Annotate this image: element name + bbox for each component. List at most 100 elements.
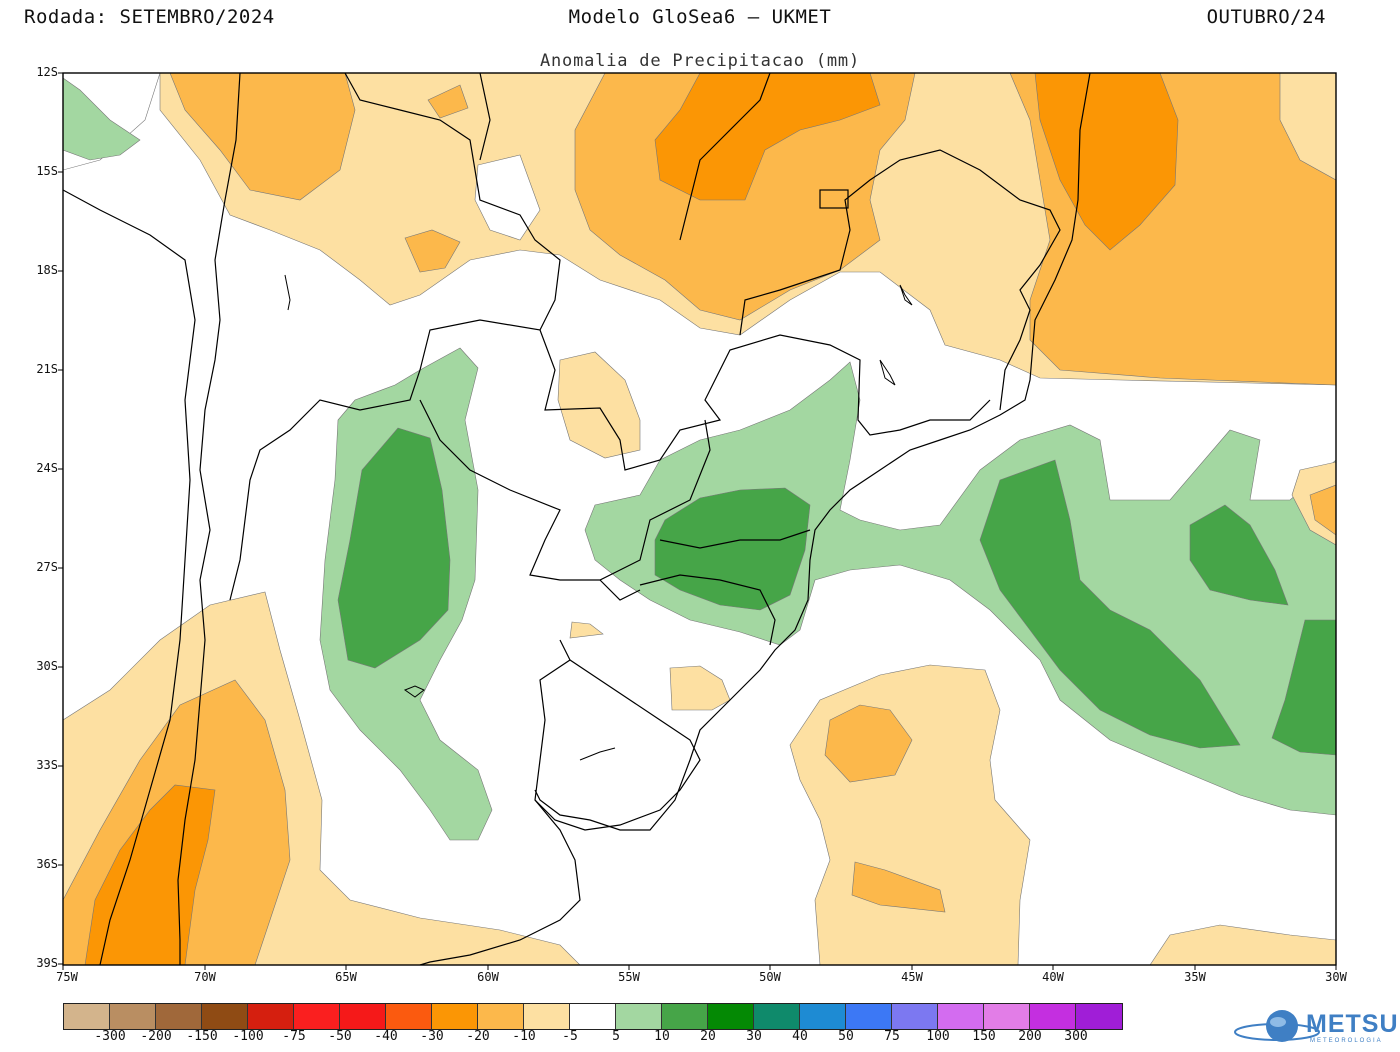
border-uruguay [534, 659, 701, 831]
colorbar-swatch [662, 1004, 708, 1029]
colorbar-swatch [708, 1004, 754, 1029]
colorbar-label: -100 [232, 1029, 264, 1044]
df-box [819, 189, 849, 209]
wet-mid-atlantic-2 [1189, 504, 1289, 606]
border-bolivia [229, 73, 561, 601]
dry-light-south-atlantic-2 [1149, 924, 1336, 965]
globe-icon [1234, 1010, 1320, 1042]
dry-light-centre [557, 351, 641, 459]
colorbar-label: -20 [466, 1029, 490, 1044]
lat-label: 33S [36, 758, 58, 772]
dry-mid-small-1 [404, 229, 461, 273]
neutral-north [474, 154, 541, 241]
lon-label: 50W [759, 970, 781, 984]
colorbar-swatch [340, 1004, 386, 1029]
colorbar-label: -300 [94, 1029, 126, 1044]
border-arg-internal [559, 579, 641, 661]
colorbar-swatch [294, 1004, 340, 1029]
wet-mid-west [337, 427, 451, 669]
colorbar-label: 50 [838, 1029, 854, 1044]
tick-marks [58, 72, 1337, 970]
colorbar-swatch [1030, 1004, 1076, 1029]
colorbar-swatch [938, 1004, 984, 1029]
colorbar-swatch [616, 1004, 662, 1029]
logo-text: METSUL [1306, 1010, 1400, 1038]
dry-strong-south-west [84, 784, 216, 965]
wet-mid-south-brazil [654, 487, 811, 611]
target-month: OUTUBRO/24 [1206, 6, 1326, 28]
dry-strong-north-2 [1034, 73, 1179, 251]
colorbar-swatch [202, 1004, 248, 1029]
dry-mid-south-atlantic-1 [824, 704, 913, 783]
border-brazil-inner [479, 73, 991, 471]
lat-label: 39S [36, 956, 58, 970]
colorbar-label: 20 [700, 1029, 716, 1044]
dry-light-uruguay [669, 665, 731, 711]
colorbar-swatch [248, 1004, 294, 1029]
colorbar-label: 40 [792, 1029, 808, 1044]
lat-label: 18S [36, 263, 58, 277]
border-states [639, 73, 1061, 646]
colorbar-swatch [892, 1004, 938, 1029]
border-chile-arg [177, 73, 241, 965]
colorbar-swatch [156, 1004, 202, 1029]
lon-label: 55W [618, 970, 640, 984]
plot-frame [62, 72, 1337, 966]
lat-label: 15S [36, 164, 58, 178]
colorbar-swatch [110, 1004, 156, 1029]
lon-label: 30W [1325, 970, 1347, 984]
colorbar-label: 5 [612, 1029, 620, 1044]
colorbar-swatch [386, 1004, 432, 1029]
map-subtitle: Anomalia de Precipitacao (mm) [539, 51, 860, 71]
dry-mid-small-2 [427, 84, 469, 119]
lakes [284, 274, 913, 761]
colorbar-label: 150 [972, 1029, 996, 1044]
colorbar-label: 200 [1018, 1029, 1042, 1044]
colorbar-label: -10 [512, 1029, 536, 1044]
lon-label: 75W [56, 970, 78, 984]
political-borders [63, 73, 1091, 965]
colorbar-label: 10 [654, 1029, 670, 1044]
logo-subtext: METEOROLOGIA [1310, 1038, 1383, 1044]
colorbar-swatch [64, 1004, 110, 1029]
dry-strong-north-1 [654, 73, 881, 201]
lat-label: 36S [36, 857, 58, 871]
wet-mid-atlantic-3 [1271, 619, 1336, 756]
colorbar-swatch [570, 1004, 616, 1029]
dry-mid-south-atlantic-2 [851, 861, 946, 913]
coastline-argentina [419, 799, 581, 965]
lon-label: 65W [335, 970, 357, 984]
colorbar-swatch [478, 1004, 524, 1029]
wet-mid-atlantic-1 [979, 459, 1241, 749]
colorbar-swatch [800, 1004, 846, 1029]
lon-label: 70W [194, 970, 216, 984]
coastline-brazil [534, 73, 1091, 831]
colorbar [63, 1003, 1123, 1030]
lat-label: 21S [36, 362, 58, 376]
lat-label: 12S [36, 65, 58, 79]
lat-label: 24S [36, 461, 58, 475]
colorbar-swatch [754, 1004, 800, 1029]
dry-mid-east-mid [1309, 484, 1336, 536]
run-label: Rodada: SETEMBRO/2024 [24, 6, 275, 28]
border-paraguay [419, 399, 711, 581]
lon-label: 45W [901, 970, 923, 984]
colorbar-label: -150 [186, 1029, 218, 1044]
dry-mid-north-1 [169, 73, 356, 201]
wet-light-nw [63, 77, 141, 161]
colorbar-label: 30 [746, 1029, 762, 1044]
dry-light-south-atlantic [789, 664, 1031, 965]
colorbar-label: -75 [282, 1029, 306, 1044]
colorbar-label: -30 [420, 1029, 444, 1044]
lon-label: 60W [477, 970, 499, 984]
lon-label: 40W [1042, 970, 1064, 984]
dry-light-east-small [1279, 73, 1336, 181]
coastline-pacific [63, 189, 196, 965]
colorbar-label: -50 [328, 1029, 352, 1044]
colorbar-label: 100 [926, 1029, 950, 1044]
colorbar-swatch [432, 1004, 478, 1029]
colorbar-swatch [1076, 1004, 1122, 1029]
colorbar-swatch [524, 1004, 570, 1029]
anomaly-fields [63, 73, 1336, 965]
